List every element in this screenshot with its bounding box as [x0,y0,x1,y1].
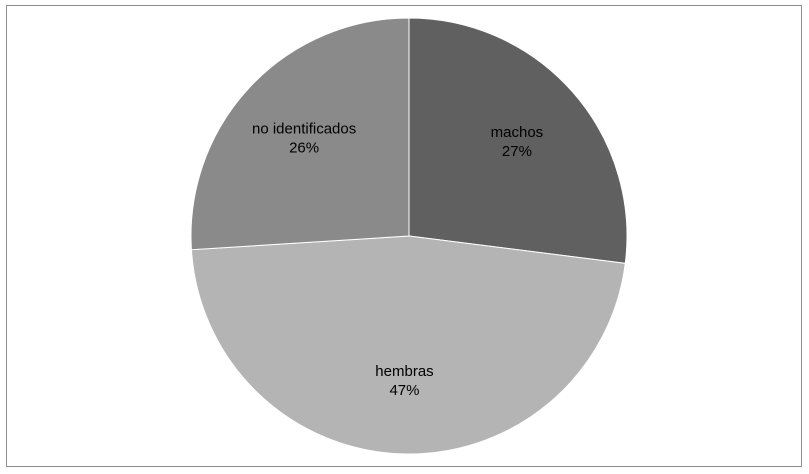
pie-labels: machos 27% hembras 47% no identificados 26% [252,121,543,399]
pie-slice-no-identificados [190,17,410,251]
slice-name-label: no identificados [252,121,356,138]
slice-percent-label: 26% [289,140,319,157]
slice-percent-label: 47% [389,382,419,399]
slice-name-label: hembras [375,363,433,380]
slice-percent-label: 27% [502,143,532,160]
pie-slices [190,17,628,455]
pie-slice-hembras [190,235,626,455]
slice-name-label: machos [491,124,544,141]
pie-slice-machos [408,17,628,264]
